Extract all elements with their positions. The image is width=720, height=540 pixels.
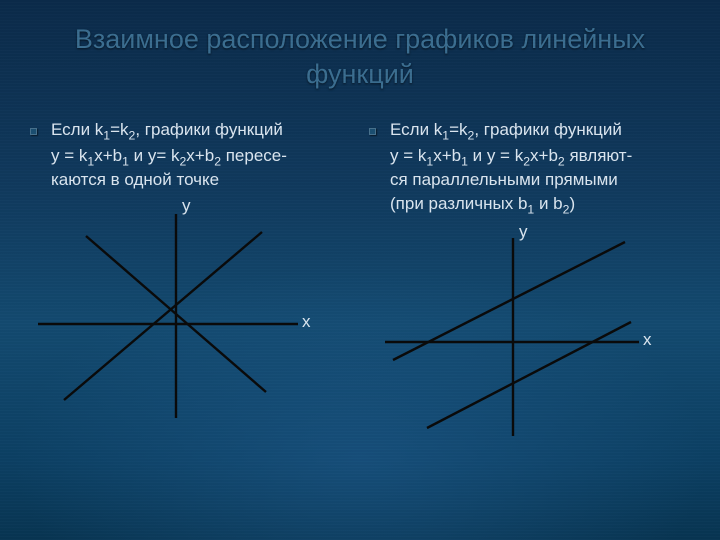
graph-line-1 [64, 232, 262, 400]
left-line3: каются в одной точке [51, 168, 361, 192]
right-graph: y x [373, 234, 673, 474]
bullet-icon [369, 128, 376, 135]
bullet-icon [30, 128, 37, 135]
left-line2: y = k1x+b1 и y= k2x+b2 пересе- [51, 144, 361, 168]
right-bullet-line: Если k1=k2, графики функций [369, 118, 700, 142]
y-axis-label: y [519, 222, 528, 242]
x-axis-label: x [643, 330, 652, 350]
left-line1: Если k1=k2, графики функций [51, 118, 283, 142]
left-graph: y x [30, 212, 330, 452]
left-graph-svg [30, 212, 330, 432]
right-line3: ся параллельными прямыми [390, 168, 700, 192]
right-line1: Если k1=k2, графики функций [390, 118, 622, 142]
right-graph-svg [373, 234, 673, 454]
title-line1: Взаимное расположение графиков линейных [75, 24, 645, 54]
right-line4: (при различных b1 и b2) [390, 192, 700, 216]
x-axis-label: x [302, 312, 311, 332]
right-line2: y = k1x+b1 и y = k2x+b2 являют- [390, 144, 700, 168]
left-column: Если k1=k2, графики функций y = k1x+b1 и… [30, 118, 361, 215]
graph-line-2 [427, 322, 631, 428]
left-bullet-line: Если k1=k2, графики функций [30, 118, 361, 142]
y-axis-label: y [182, 196, 191, 216]
right-column: Если k1=k2, графики функций y = k1x+b1 и… [369, 118, 700, 215]
title-line2: функций [306, 59, 414, 89]
content-columns: Если k1=k2, графики функций y = k1x+b1 и… [0, 118, 720, 215]
slide-title: Взаимное расположение графиков линейных … [0, 0, 720, 92]
